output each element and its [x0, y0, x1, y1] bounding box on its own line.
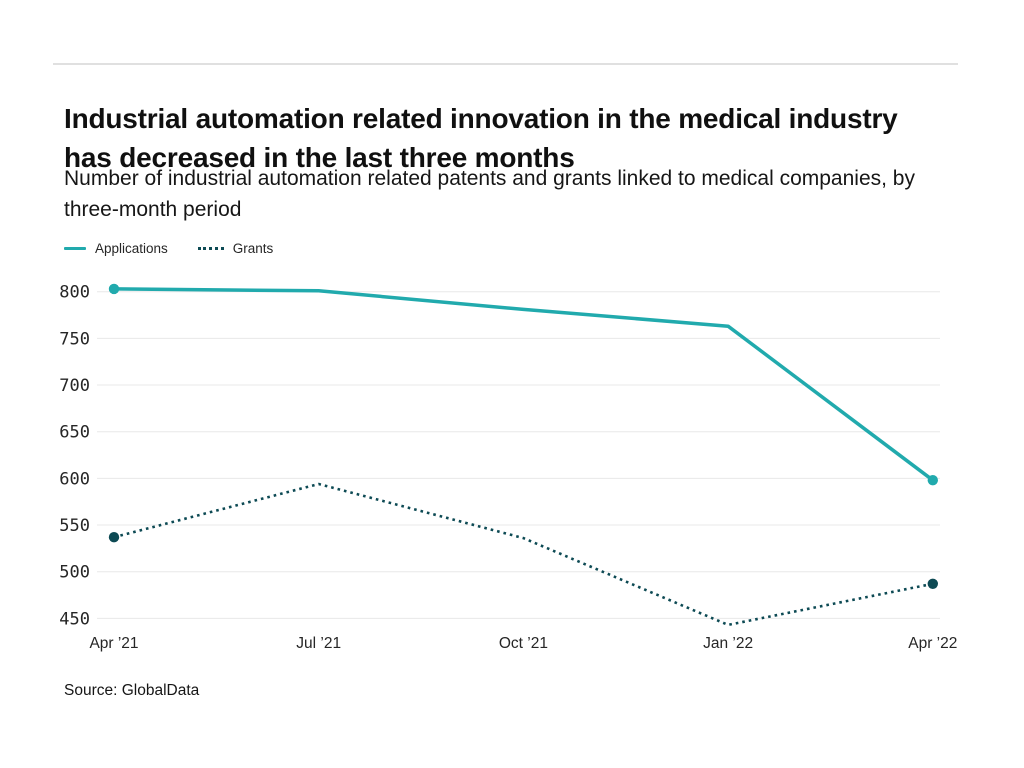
x-tick-label: Apr ’21 [89, 635, 138, 652]
y-tick-label: 450 [59, 609, 90, 629]
grants-line-swatch-icon [197, 247, 224, 250]
applications-line-swatch-icon [64, 247, 86, 250]
y-tick-label: 500 [59, 563, 90, 583]
series-marker-grants [927, 578, 938, 589]
series-line-grants [113, 482, 934, 627]
legend: Applications Grants [64, 241, 273, 256]
y-tick-label: 550 [59, 516, 90, 536]
legend-label-applications: Applications [95, 241, 168, 256]
series-marker-grants [108, 532, 120, 543]
chart-plot-area: 450 500 550 600 650 700 750 800 Apr ’21 Jul ’21 Oc… [59, 283, 957, 652]
y-tick-label: 750 [59, 329, 90, 349]
source-note: Source: GlobalData [64, 682, 200, 699]
legend-item-applications: Applications [64, 241, 168, 256]
y-tick-label: 600 [59, 469, 90, 489]
top-divider [53, 63, 958, 65]
x-tick-label: Jul ’21 [296, 635, 341, 652]
x-tick-label: Jan ’22 [703, 635, 753, 652]
y-tick-label: 650 [59, 423, 90, 443]
legend-label-grants: Grants [232, 241, 274, 256]
y-tick-label: 800 [59, 283, 90, 303]
y-tick-label: 700 [59, 376, 90, 396]
series-marker-applications [927, 475, 938, 486]
chart-subtitle: Number of industrial automation related … [64, 167, 915, 221]
series-marker-applications [108, 283, 120, 295]
x-tick-label: Apr ’22 [908, 635, 957, 652]
chart-title: Industrial automation related innovation… [64, 102, 898, 173]
series-line-applications [112, 287, 935, 482]
x-tick-label: Oct ’21 [499, 635, 548, 652]
legend-item-grants: Grants [197, 241, 274, 256]
